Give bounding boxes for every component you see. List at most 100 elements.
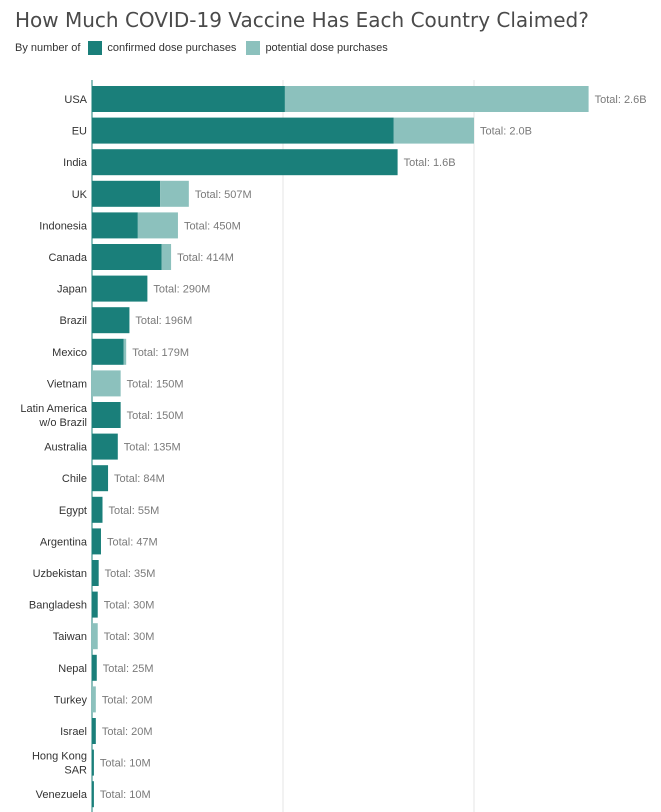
bar-confirmed-argentina[interactable] [92, 528, 101, 555]
labels: USA Total: 2.6B EU Total: 2.0B India Total: 1… [20, 94, 646, 801]
total-label-argentina: Total: 47M [107, 536, 158, 548]
bar-group-egypt[interactable] [92, 496, 103, 523]
category-label-india: India [63, 157, 88, 169]
bar-confirmed-india[interactable] [92, 149, 398, 176]
total-label-uk: Total: 507M [195, 189, 252, 201]
bar-potential-uk[interactable] [160, 180, 189, 207]
bar-group-latin-america-w-o-brazil[interactable] [92, 402, 121, 428]
bar-group-australia[interactable] [92, 433, 118, 460]
bar-confirmed-venezuela[interactable] [92, 781, 94, 808]
category-label-hong-kong-sar: Hong Kong SAR [32, 751, 87, 777]
bar-group-indonesia[interactable] [92, 212, 178, 239]
bar-group-nepal[interactable] [92, 654, 97, 681]
total-label-canada: Total: 414M [177, 252, 234, 264]
bar-confirmed-latin-america-w-o-brazil[interactable] [92, 402, 121, 428]
total-label-usa: Total: 2.6B [595, 94, 647, 106]
bar-confirmed-canada[interactable] [92, 244, 162, 270]
bar-group-taiwan[interactable] [92, 623, 98, 650]
bar-group-eu[interactable] [92, 117, 474, 144]
bar-confirmed-nepal[interactable] [92, 654, 97, 681]
category-label-bangladesh: Bangladesh [29, 600, 87, 612]
bar-confirmed-brazil[interactable] [92, 307, 130, 334]
category-label-japan: Japan [57, 284, 87, 296]
bar-group-hong-kong-sar[interactable] [92, 749, 94, 776]
bar-confirmed-indonesia[interactable] [92, 212, 138, 239]
category-label-australia: Australia [44, 442, 88, 454]
total-label-eu: Total: 2.0B [480, 126, 532, 138]
bar-potential-usa[interactable] [284, 86, 589, 112]
chart-title: How Much COVID-19 Vaccine Has Each Count… [15, 8, 589, 32]
bar-potential-turkey[interactable] [92, 686, 96, 713]
total-label-indonesia: Total: 450M [184, 220, 241, 232]
bar-group-bangladesh[interactable] [92, 591, 98, 618]
bar-confirmed-egypt[interactable] [92, 496, 103, 523]
bar-group-japan[interactable] [92, 275, 148, 302]
category-label-vietnam: Vietnam [47, 378, 87, 390]
bar-group-argentina[interactable] [92, 528, 101, 555]
bar-confirmed-uzbekistan[interactable] [92, 560, 99, 586]
bar-group-venezuela[interactable] [92, 781, 94, 808]
legend-item-confirmed[interactable]: confirmed dose purchases [88, 41, 236, 55]
category-label-argentina: Argentina [40, 536, 88, 548]
category-label-egypt: Egypt [59, 505, 87, 517]
legend-prefix: By number of [15, 42, 81, 54]
bar-group-turkey[interactable] [92, 686, 96, 713]
category-label-turkey: Turkey [54, 694, 88, 706]
bar-potential-canada[interactable] [161, 244, 172, 270]
total-label-bangladesh: Total: 30M [104, 600, 155, 612]
bar-confirmed-australia[interactable] [92, 433, 118, 460]
legend-item-potential[interactable]: potential dose purchases [246, 41, 388, 55]
bar-confirmed-hong-kong-sar[interactable] [92, 749, 94, 776]
total-label-uzbekistan: Total: 35M [105, 568, 156, 580]
total-label-brazil: Total: 196M [135, 315, 192, 327]
bar-confirmed-israel[interactable] [92, 718, 96, 744]
bar-confirmed-japan[interactable] [92, 275, 148, 302]
total-label-taiwan: Total: 30M [104, 631, 155, 643]
category-label-latin-america-w-o-brazil: Latin America w/o Brazil [20, 403, 88, 429]
bar-confirmed-eu[interactable] [92, 117, 394, 144]
legend: By number of confirmed dose purchases po… [15, 41, 398, 55]
bar-confirmed-chile[interactable] [92, 465, 109, 492]
bar-group-vietnam[interactable] [92, 370, 121, 397]
bar-potential-taiwan[interactable] [92, 623, 98, 650]
total-label-mexico: Total: 179M [132, 347, 189, 359]
category-label-eu: EU [72, 126, 87, 138]
bar-group-uzbekistan[interactable] [92, 560, 99, 586]
bar-potential-indonesia[interactable] [137, 212, 178, 239]
legend-label-potential: potential dose purchases [265, 42, 388, 54]
total-label-nepal: Total: 25M [103, 663, 154, 675]
legend-label-confirmed: confirmed dose purchases [107, 42, 237, 54]
bar-confirmed-mexico[interactable] [92, 338, 124, 365]
bar-group-canada[interactable] [92, 244, 172, 270]
total-label-japan: Total: 290M [153, 284, 210, 296]
total-label-venezuela: Total: 10M [100, 789, 151, 801]
total-label-vietnam: Total: 150M [127, 378, 184, 390]
bar-potential-vietnam[interactable] [92, 370, 121, 397]
bar-potential-eu[interactable] [393, 117, 474, 144]
category-label-israel: Israel [60, 726, 87, 738]
bar-group-israel[interactable] [92, 718, 96, 744]
bar-group-uk[interactable] [92, 180, 189, 207]
category-label-mexico: Mexico [52, 347, 87, 359]
bar-group-chile[interactable] [92, 465, 109, 492]
bar-potential-mexico[interactable] [123, 338, 127, 365]
bar-group-india[interactable] [92, 149, 398, 176]
total-label-turkey: Total: 20M [102, 694, 153, 706]
bar-confirmed-usa[interactable] [92, 86, 285, 112]
category-label-indonesia: Indonesia [39, 220, 88, 232]
bar-confirmed-bangladesh[interactable] [92, 591, 98, 618]
category-label-uk: UK [72, 189, 88, 201]
legend-swatch-potential [246, 41, 261, 55]
total-label-latin-america-w-o-brazil: Total: 150M [127, 410, 184, 422]
bar-group-brazil[interactable] [92, 307, 130, 334]
total-label-hong-kong-sar: Total: 10M [100, 758, 151, 770]
bar-group-usa[interactable] [92, 86, 589, 112]
total-label-israel: Total: 20M [102, 726, 153, 738]
bar-confirmed-uk[interactable] [92, 180, 161, 207]
category-label-chile: Chile [62, 473, 87, 485]
category-label-canada: Canada [48, 252, 87, 264]
bar-group-mexico[interactable] [92, 338, 127, 365]
total-label-india: Total: 1.6B [404, 157, 456, 169]
category-label-uzbekistan: Uzbekistan [33, 568, 87, 580]
